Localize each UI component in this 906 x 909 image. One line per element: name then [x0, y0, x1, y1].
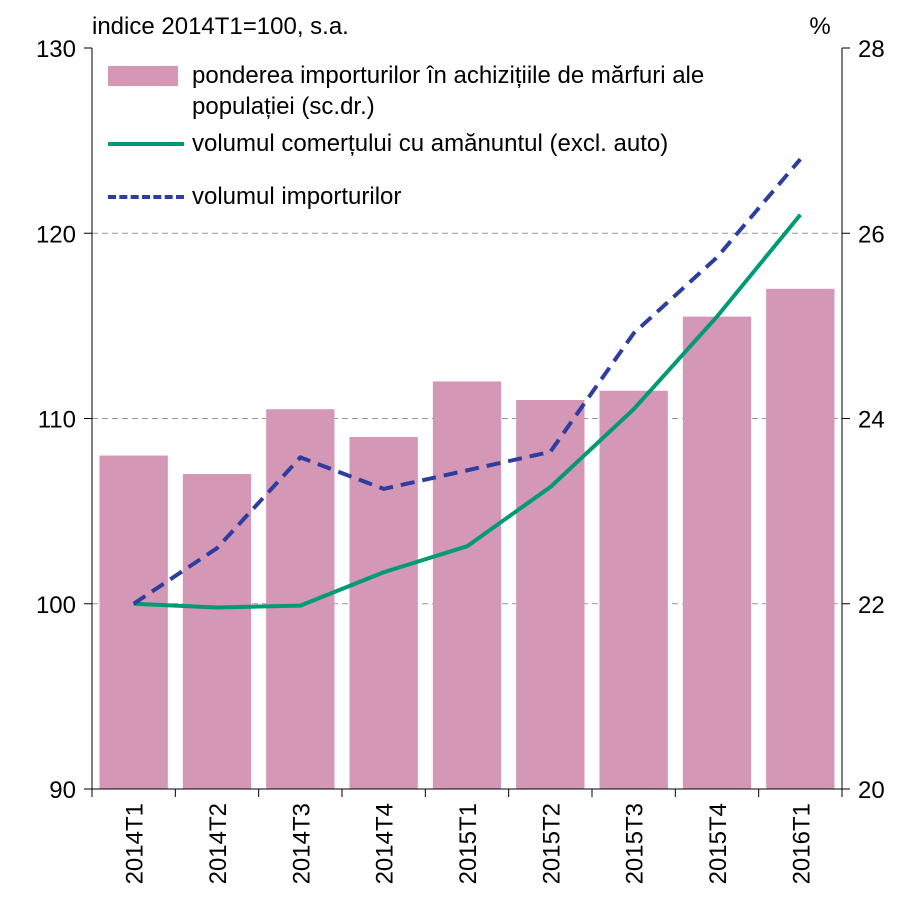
y2-tick-label: 26 [858, 221, 885, 248]
bars [99, 288, 835, 789]
line [132, 157, 802, 606]
bar [682, 316, 752, 789]
x-tick-label: 2015T2 [538, 803, 565, 884]
legend-item: volumul comerțului cu amănuntul (excl. a… [108, 128, 808, 159]
y-tick-label: 110 [38, 407, 76, 434]
legend-label: ponderea importurilor în achizițiile de … [192, 62, 705, 120]
y-tick-label: 120 [36, 221, 76, 248]
y-tick-label: 90 [49, 777, 76, 804]
legend-item: ponderea importurilor în achizițiile de … [108, 60, 752, 122]
line [133, 213, 802, 610]
x-tick-label: 2015T3 [622, 803, 649, 884]
bar [99, 455, 168, 789]
x-tick-label: 2014T1 [122, 803, 149, 884]
x-tick-label: 2015T1 [455, 803, 482, 884]
bar [516, 399, 585, 789]
y-tick-label: 100 [36, 592, 76, 619]
bar [182, 474, 252, 789]
lines [132, 157, 802, 610]
y2-tick-label: 22 [858, 592, 885, 619]
legend-swatch [108, 195, 184, 199]
y2-tick-label: 24 [858, 407, 885, 434]
bar [432, 381, 502, 789]
x-tick-label: 2015T4 [705, 803, 732, 884]
legend-label: volumul comerțului cu amănuntul (excl. a… [192, 130, 669, 157]
legend-swatch [108, 66, 178, 86]
x-tick-label: 2016T1 [788, 803, 815, 884]
left-axis-unit: indice 2014T1=100, s.a. [92, 13, 349, 40]
x-tick-label: 2014T2 [205, 803, 232, 884]
bar [349, 437, 418, 789]
y2-tick-label: 20 [858, 777, 885, 804]
legend-label: volumul importurilor [192, 183, 402, 210]
bar [766, 288, 835, 789]
legend: ponderea importurilor în achizițiile de … [108, 60, 808, 218]
y2-tick-label: 28 [858, 36, 885, 63]
bar [266, 409, 335, 789]
x-tick-label: 2014T4 [372, 803, 399, 884]
y-tick-label: 130 [36, 36, 76, 63]
x-tick-label: 2014T3 [288, 803, 315, 884]
legend-swatch [108, 142, 184, 146]
bar [599, 390, 668, 789]
right-axis-unit: % [809, 13, 830, 40]
legend-item: volumul importurilor [108, 181, 808, 212]
